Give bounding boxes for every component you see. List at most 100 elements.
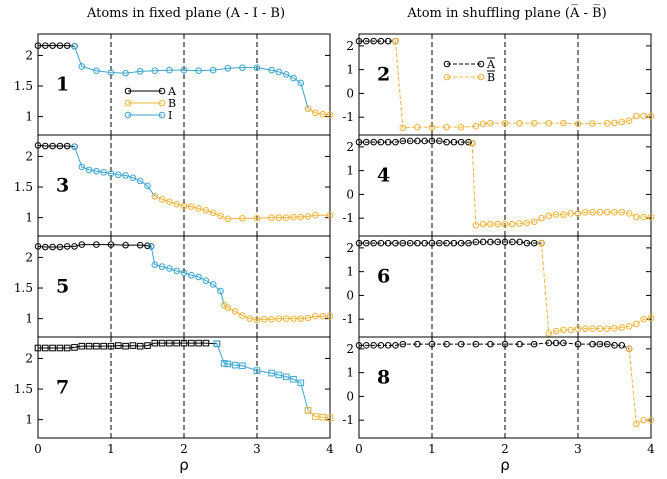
data-point <box>363 342 370 349</box>
data-point <box>297 379 305 387</box>
series-line-I <box>74 46 309 109</box>
y-tick-label: 1.5 <box>14 180 33 194</box>
data-point <box>479 238 487 246</box>
data-point <box>399 340 407 348</box>
data-point <box>545 339 553 347</box>
data-point <box>530 239 538 247</box>
data-point <box>326 211 334 219</box>
data-point <box>158 195 166 203</box>
data-point <box>71 344 78 351</box>
data-point <box>49 344 56 352</box>
legend: AB <box>443 57 496 84</box>
data-point <box>574 325 582 332</box>
data-point <box>443 138 450 146</box>
legend-label: B <box>487 71 495 84</box>
data-point <box>268 66 275 74</box>
series-line-B̅ <box>471 143 651 226</box>
data-point <box>647 314 655 322</box>
data-point <box>34 243 42 250</box>
data-point <box>224 64 232 72</box>
data-point <box>457 138 465 146</box>
data-point <box>611 342 618 349</box>
data-point <box>370 342 377 349</box>
data-point <box>574 340 582 348</box>
data-point <box>253 367 261 374</box>
data-point <box>195 273 202 281</box>
series-line-A <box>37 144 75 148</box>
data-point <box>603 325 611 332</box>
data-point <box>209 209 217 217</box>
panel-number-label: 8 <box>377 366 390 388</box>
data-point <box>195 67 202 75</box>
data-point <box>392 138 399 146</box>
data-point <box>428 239 436 247</box>
legend-marker <box>443 73 451 81</box>
data-point <box>647 112 655 120</box>
data-point <box>640 213 648 221</box>
data-point <box>49 142 56 150</box>
data-point <box>567 210 575 217</box>
panel-number-label: 5 <box>56 275 69 297</box>
data-point <box>545 212 553 220</box>
data-point <box>290 213 297 221</box>
data-point <box>552 327 560 335</box>
data-point <box>56 344 64 352</box>
legend-label: A <box>486 58 496 71</box>
data-point <box>450 239 458 247</box>
data-point <box>443 340 450 348</box>
y-tick-label: 0 <box>346 389 354 403</box>
data-point <box>93 241 100 248</box>
data-point <box>399 124 407 132</box>
data-point <box>107 241 115 248</box>
data-point <box>618 342 626 349</box>
legend: ABI <box>124 85 177 122</box>
data-point <box>188 271 195 279</box>
y-tick-label: 0 <box>346 288 354 302</box>
x-tick-label: 1 <box>107 442 115 456</box>
data-point <box>297 79 305 87</box>
y-tick-label: 1 <box>346 63 354 77</box>
data-point <box>574 120 582 128</box>
data-point <box>180 269 188 277</box>
x-axis-label: ρ <box>179 456 189 474</box>
panel-number-label: 7 <box>56 376 69 398</box>
x-tick-label: 1 <box>428 442 436 456</box>
panel-number-label: 4 <box>377 164 390 186</box>
data-point <box>567 326 575 334</box>
y-tick-label: 0 <box>346 187 354 201</box>
data-point <box>136 177 144 185</box>
data-point <box>180 66 188 74</box>
data-point <box>582 208 589 216</box>
data-point <box>457 340 465 348</box>
data-point <box>523 219 531 227</box>
data-point <box>151 261 159 269</box>
data-point <box>552 339 560 347</box>
data-point <box>275 371 283 379</box>
series-line-B <box>223 304 330 321</box>
data-point <box>428 123 436 131</box>
y-tick-label: 2 <box>346 39 354 53</box>
data-point <box>297 315 305 322</box>
data-point <box>414 239 421 247</box>
data-point <box>363 138 370 146</box>
data-point <box>42 243 49 251</box>
data-point <box>282 71 290 78</box>
data-point <box>582 325 589 332</box>
data-point <box>85 166 93 174</box>
data-point <box>78 63 86 70</box>
x-tick-label: 0 <box>355 442 363 456</box>
data-point <box>436 239 443 247</box>
data-point <box>56 42 64 49</box>
data-point <box>516 340 523 348</box>
data-point <box>560 339 567 347</box>
data-point <box>34 344 42 352</box>
data-point <box>450 138 458 146</box>
data-point <box>202 277 210 284</box>
data-point <box>158 339 166 347</box>
legend-label: B <box>168 97 176 110</box>
data-point <box>647 416 655 424</box>
panel-3: 1 1.5 2 3 <box>14 134 334 237</box>
data-point <box>173 339 180 347</box>
data-point <box>640 315 648 323</box>
y-tick-label: 1 <box>25 110 33 124</box>
